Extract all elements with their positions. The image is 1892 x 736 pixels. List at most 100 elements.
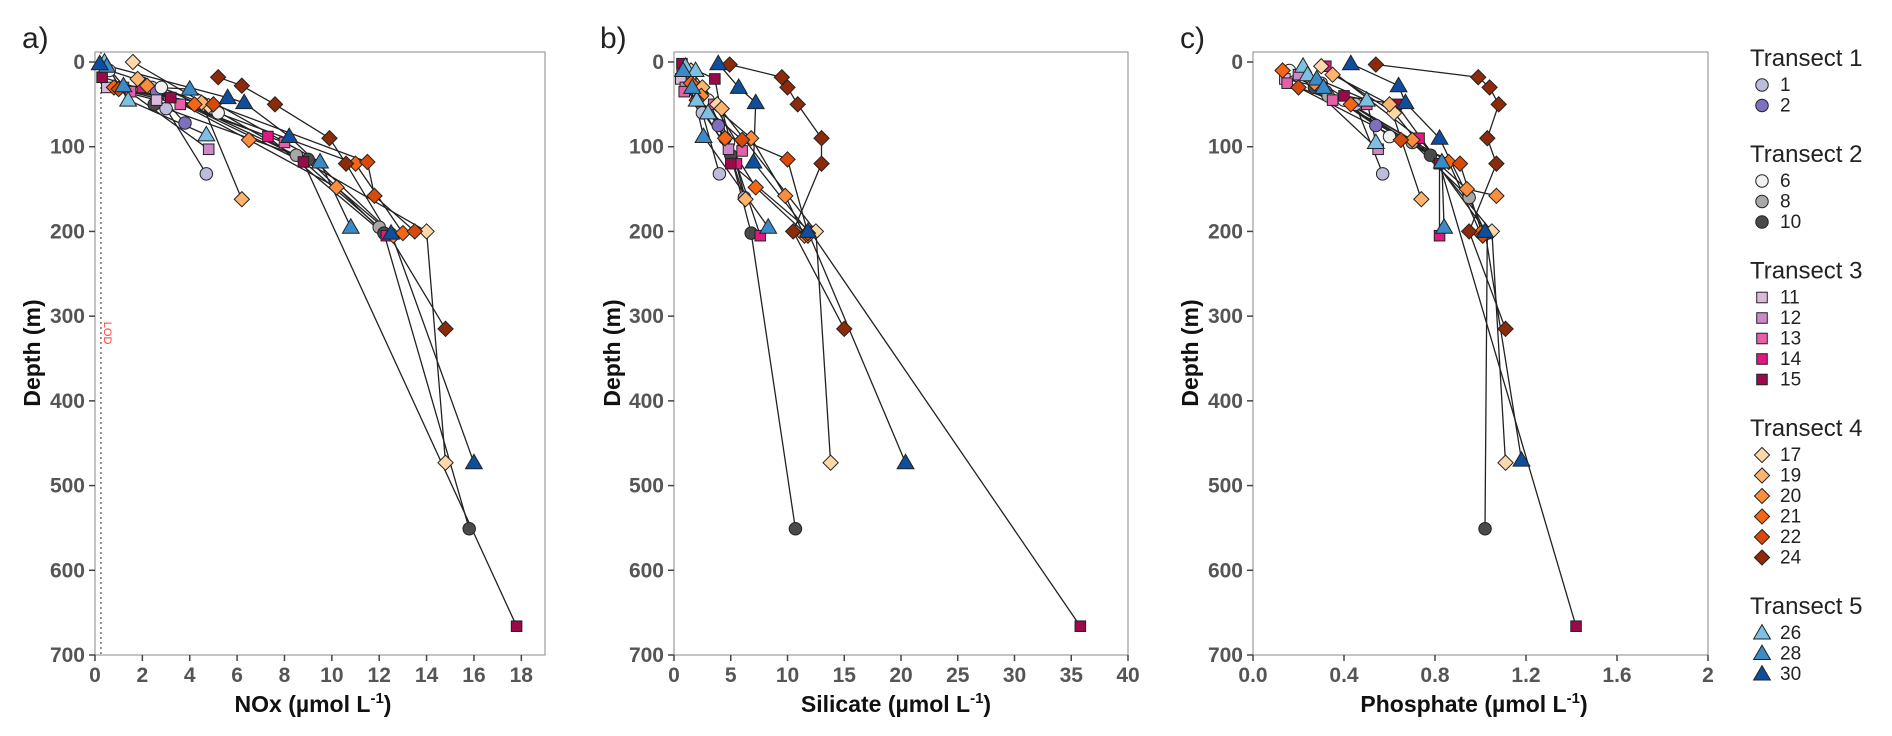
- data-point-station-21: [1342, 96, 1360, 113]
- y-tick-label: 600: [50, 559, 85, 582]
- data-point-station-21: [186, 96, 203, 113]
- data-point-station-30: [729, 78, 748, 94]
- x-axis-title-c-main: Phosphate (µmol L: [1360, 691, 1566, 717]
- data-point-station-26: [698, 103, 718, 120]
- x-axis-title-c-tail: ): [1580, 691, 1588, 717]
- profile-line-station-12: [123, 86, 210, 150]
- x-tick-label: 5: [725, 664, 737, 687]
- data-point-station-28: [341, 217, 361, 234]
- data-point-station-12: [202, 143, 215, 156]
- data-point-station-22: [359, 153, 376, 171]
- data-point-station-24: [1469, 68, 1487, 86]
- data-point-station-22: [779, 151, 796, 168]
- legend-marker-15: [1756, 373, 1768, 386]
- panel-c: c) Depth (m) Phosphate (µmol L-1) 010020…: [1177, 22, 1714, 717]
- x-tick-label: 30: [1003, 664, 1026, 687]
- y-tick-label: 400: [1208, 390, 1243, 413]
- x-tick-label: 35: [1060, 664, 1084, 687]
- legend-marker-28: [1752, 644, 1772, 660]
- data-point-station-24: [1488, 155, 1505, 172]
- x-tick-label: 12: [368, 664, 391, 687]
- data-point-station-15: [165, 91, 177, 104]
- data-point-station-24: [813, 155, 830, 172]
- legend-title-transect-3: Transect 3: [1750, 258, 1863, 285]
- x-tick-label: 0: [668, 664, 680, 687]
- data-point-station-22: [733, 131, 751, 149]
- data-point-station-20: [1458, 180, 1476, 198]
- data-point-station-24: [784, 223, 802, 240]
- data-point-station-20: [240, 131, 258, 149]
- data-point-station-28: [310, 152, 330, 169]
- data-point-station-6: [1382, 129, 1397, 144]
- data-point-station-19: [129, 70, 146, 88]
- x-axis-title-a-sup: -1: [370, 690, 383, 707]
- data-point-station-15: [1338, 90, 1350, 102]
- panel-label-c: c): [1180, 22, 1205, 55]
- y-axis-title-c: Depth (m): [1177, 299, 1203, 406]
- data-point-station-20: [776, 187, 794, 205]
- data-point-station-24: [779, 79, 796, 96]
- profile-line-station-17: [132, 61, 447, 463]
- legend-title-transect-2: Transect 2: [1750, 141, 1863, 168]
- x-tick-label: 18: [510, 664, 534, 687]
- data-point-station-24: [789, 96, 807, 113]
- profile-line-station-30: [99, 63, 475, 463]
- data-point-station-26: [1366, 133, 1386, 149]
- legend-label-28: 28: [1780, 644, 1801, 665]
- legend-marker-1: [1755, 78, 1769, 92]
- plot-frame: [1252, 51, 1709, 656]
- data-point-station-19: [1413, 190, 1430, 208]
- data-point-station-28: [673, 61, 693, 77]
- legend-marker-13: [1756, 332, 1768, 345]
- data-point-station-21: [747, 179, 765, 196]
- data-point-station-30: [1341, 54, 1361, 71]
- data-point-station-30: [279, 127, 299, 144]
- legend-label-6: 6: [1780, 171, 1791, 192]
- panel-label-a: a): [22, 22, 49, 55]
- data-point-station-30: [218, 88, 237, 105]
- data-point-station-17: [822, 454, 839, 472]
- data-point-station-28: [758, 217, 778, 234]
- data-point-station-2: [1369, 118, 1383, 133]
- legend-label-14: 14: [1780, 349, 1802, 370]
- x-tick-label: 20: [889, 664, 912, 687]
- legend-label-19: 19: [1780, 466, 1801, 487]
- data-point-station-19: [1381, 96, 1398, 113]
- data-point-station-28: [114, 76, 133, 93]
- data-point-station-30: [896, 453, 915, 470]
- data-point-station-11: [150, 94, 163, 106]
- data-point-station-30: [234, 93, 254, 110]
- data-point-station-24: [1497, 320, 1514, 338]
- data-point-station-28: [1307, 69, 1326, 86]
- x-axis-title-a: NOx (µmol L-1): [235, 690, 392, 717]
- x-axis-title-b-sup: -1: [970, 690, 983, 707]
- legend-label-13: 13: [1780, 329, 1801, 350]
- y-tick-label: 200: [629, 220, 664, 243]
- data-point-station-10: [462, 522, 476, 536]
- legend-label-8: 8: [1780, 192, 1791, 213]
- data-point-station-17: [1497, 454, 1514, 472]
- x-tick-label: 10: [320, 664, 343, 687]
- data-point-station-2: [178, 116, 192, 130]
- data-point-station-30: [1430, 128, 1449, 145]
- x-axis-title-b-main: Silicate (µmol L: [801, 691, 970, 717]
- data-point-station-24: [437, 320, 454, 338]
- data-point-station-24: [337, 155, 355, 172]
- data-point-station-15: [724, 157, 737, 170]
- y-tick-label: 600: [629, 559, 664, 582]
- data-point-station-24: [209, 68, 227, 86]
- data-point-station-20: [1488, 187, 1505, 205]
- data-point-station-6: [154, 80, 169, 95]
- data-point-station-22: [205, 96, 222, 113]
- x-axis-title-b: Silicate (µmol L-1): [801, 690, 991, 717]
- data-point-station-24: [1479, 129, 1496, 147]
- data-point-station-24: [1367, 56, 1385, 73]
- data-point-station-10: [1423, 148, 1438, 162]
- x-tick-label: 25: [946, 664, 970, 687]
- y-tick-label: 100: [629, 136, 664, 159]
